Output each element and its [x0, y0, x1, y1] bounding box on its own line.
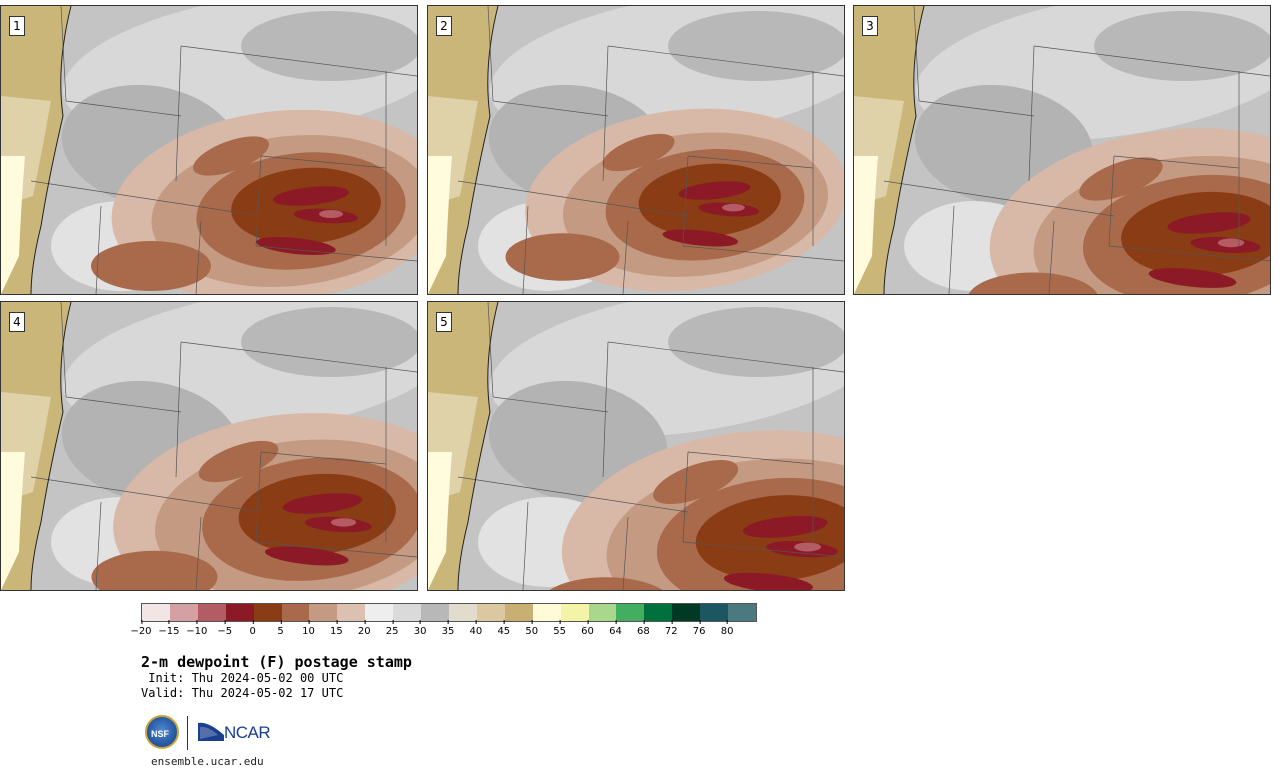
member-map-panel: 1: [0, 5, 418, 295]
colorbar-tick-label: 15: [330, 620, 343, 637]
valid-time: Valid: Thu 2024-05-02 17 UTC: [141, 686, 344, 700]
colorbar-tick-label: −15: [158, 620, 179, 637]
dewpoint-map: [428, 6, 844, 294]
member-map-panel: 5: [427, 301, 845, 591]
colorbar-swatch: [588, 604, 617, 621]
colorbar-swatch: [365, 604, 394, 621]
nsf-logo-icon: NSF: [145, 715, 179, 749]
colorbar-tick-label: 25: [386, 620, 399, 637]
colorbar-swatch: [142, 604, 170, 621]
colorbar-tick-label: 72: [665, 620, 678, 637]
colorbar-tick-label: 45: [497, 620, 510, 637]
colorbar-swatch: [309, 604, 338, 621]
logo-divider: [187, 716, 188, 750]
colorbar-swatch: [197, 604, 226, 621]
colorbar-swatch: [644, 604, 673, 621]
colorbar-tick-label: −5: [217, 620, 232, 637]
member-number-label: 2: [436, 16, 452, 36]
plot-title: 2-m dewpoint (F) postage stamp: [141, 653, 412, 671]
colorbar-swatch: [672, 604, 701, 621]
colorbar-swatch: [728, 604, 756, 621]
colorbar-swatch: [281, 604, 310, 621]
dewpoint-map: [1, 6, 417, 294]
colorbar-tick-label: 60: [581, 620, 594, 637]
colorbar-swatch: [337, 604, 366, 621]
colorbar-swatch: [393, 604, 422, 621]
colorbar-swatch: [476, 604, 505, 621]
ncar-logo-icon: [198, 722, 224, 741]
colorbar-swatch: [421, 604, 449, 621]
colorbar-tick-label: 35: [442, 620, 454, 637]
colorbar-swatch: [504, 604, 533, 621]
site-url: ensemble.ucar.edu: [151, 755, 264, 768]
member-map-panel: 4: [0, 301, 418, 591]
colorbar-ticks: −20 −15 −10 −5 0 5 10 15 20 25 30 35 40 45 50 55 60 64 68 7…: [130, 620, 761, 640]
dewpoint-map: [854, 6, 1270, 294]
colorbar-swatch: [253, 604, 282, 621]
colorbar-tick-label: 68: [637, 620, 650, 637]
colorbar-tick-label: 50: [525, 620, 538, 637]
member-map-panel: 3: [853, 5, 1271, 295]
member-number-label: 1: [9, 16, 25, 36]
colorbar-tick-label: 30: [414, 620, 426, 637]
colorbar-tick-label: 55: [553, 620, 566, 637]
ncar-logo-text: NCAR: [224, 723, 271, 742]
colorbar-tick-label: 80: [721, 620, 733, 637]
sponsor-logos: NSF NCAR: [145, 713, 275, 753]
member-number-label: 5: [436, 312, 452, 332]
member-map-panel: 2: [427, 5, 845, 295]
colorbar-tick-label: 76: [693, 620, 706, 637]
colorbar-swatch: [169, 604, 198, 621]
dewpoint-map: [1, 302, 417, 590]
colorbar-tick-label: −10: [186, 620, 207, 637]
colorbar-swatch: [700, 604, 729, 621]
member-number-label: 4: [9, 312, 25, 332]
colorbar-tick-label: 5: [277, 620, 284, 637]
colorbar-tick-label: 10: [302, 620, 315, 637]
colorbar-tick-label: 40: [470, 620, 482, 637]
dewpoint-map: [428, 302, 844, 590]
colorbar-tick-label: 20: [358, 620, 371, 637]
colorbar-swatch: [448, 604, 477, 621]
dewpoint-colorbar: [141, 603, 757, 622]
colorbar-swatch: [532, 604, 561, 621]
colorbar-swatch: [616, 604, 645, 621]
colorbar-swatch: [225, 604, 254, 621]
init-time: Init: Thu 2024-05-02 00 UTC: [141, 671, 344, 685]
colorbar-tick-label: 0: [249, 620, 256, 637]
colorbar-tick-label: −20: [130, 620, 152, 637]
colorbar-swatch: [560, 604, 589, 621]
colorbar-tick-label: 64: [609, 620, 622, 637]
member-number-label: 3: [862, 16, 878, 36]
